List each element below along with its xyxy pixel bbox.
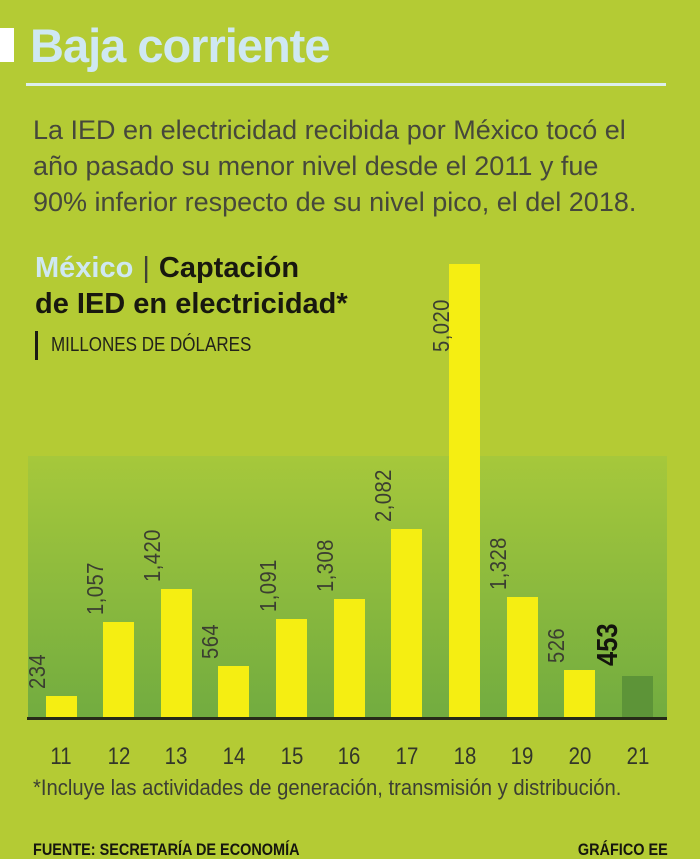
intro-line: 90% inferior respecto de su nivel pico, … <box>33 187 637 217</box>
bar-2014 <box>218 666 250 717</box>
bar-2016 <box>333 599 365 717</box>
chart-title-separator: | <box>142 252 150 284</box>
source-label: FUENTE: SECRETARÍA DE ECONOMÍA <box>33 840 300 859</box>
intro-paragraph: La IED en electricidad recibida por Méxi… <box>33 112 683 220</box>
bar-value-label: 526 <box>542 627 569 663</box>
header-accent-square <box>0 28 14 62</box>
bar-value-label: 2,082 <box>369 469 396 522</box>
intro-line: La IED en electricidad recibida por Méxi… <box>33 115 626 145</box>
bar-value-label: 1,420 <box>139 529 166 582</box>
units-row: MILLONES DE DÓLARES <box>35 330 287 360</box>
bar-2017 <box>391 529 423 717</box>
chart-title-line2: de IED en electricidad* <box>35 288 348 320</box>
bar-value-label: 1,091 <box>254 559 281 612</box>
x-tick-label: 13 <box>164 743 188 770</box>
units-divider-bar <box>35 330 38 360</box>
bar-2012 <box>103 622 135 717</box>
chart-title-rest: Captación <box>158 252 300 284</box>
units-label: MILLONES DE DÓLARES <box>51 333 252 356</box>
x-tick-label: 19 <box>510 743 534 770</box>
x-tick-label: 16 <box>337 743 361 770</box>
bar-2020 <box>564 670 596 717</box>
bar-value-label: 5,020 <box>427 299 454 352</box>
x-tick-label: 11 <box>50 743 72 770</box>
x-axis-line <box>27 717 667 720</box>
page-title: Baja corriente <box>30 19 330 72</box>
title-underline <box>26 83 666 86</box>
bar-value-label: 453 <box>591 623 624 666</box>
x-tick-label: 14 <box>222 743 246 770</box>
bar-value-label: 1,057 <box>81 562 108 615</box>
bar-value-label: 1,328 <box>485 537 512 590</box>
bar-2019 <box>506 597 538 717</box>
x-tick-label: 15 <box>280 743 303 770</box>
footnote: *Incluye las actividades de generación, … <box>33 775 622 800</box>
bar-value-label: 1,308 <box>312 539 339 592</box>
x-tick-label: 17 <box>395 743 419 770</box>
bar-2021 <box>622 676 653 717</box>
bar-value-label: 234 <box>24 653 50 689</box>
x-tick-label: 21 <box>626 743 649 770</box>
bar-value-label: 564 <box>196 623 223 659</box>
chart-title: México | Captación de IED en electricidad* <box>35 250 348 322</box>
chart-title-accent: México <box>35 252 134 284</box>
x-tick-label: 18 <box>453 743 476 770</box>
x-tick-label: 20 <box>568 743 592 770</box>
bar-2018 <box>449 264 481 717</box>
bar-2015 <box>276 619 308 717</box>
credit-label: GRÁFICO EE <box>578 840 668 859</box>
chart-title-line1: México | Captación <box>35 250 348 286</box>
intro-line: año pasado su menor nivel desde el 2011 … <box>33 151 599 181</box>
bar-2011 <box>45 696 77 717</box>
bar-2013 <box>160 589 192 717</box>
x-tick-label: 12 <box>107 743 130 770</box>
